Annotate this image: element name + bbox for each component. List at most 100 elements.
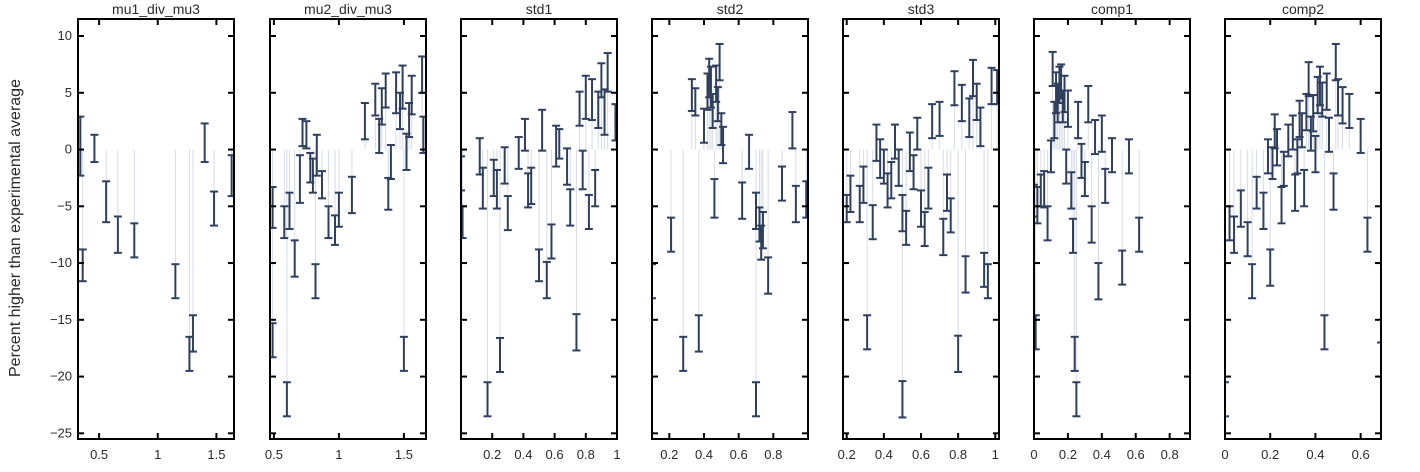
error-bar <box>928 103 937 140</box>
error-bar <box>757 224 766 261</box>
error-bar <box>483 381 492 418</box>
error-bar <box>503 195 512 232</box>
error-bar <box>946 197 955 234</box>
error-bar <box>398 64 407 110</box>
error-bar <box>588 78 597 122</box>
error-bar <box>1225 381 1229 418</box>
x-tick-label: 1.5 <box>395 447 413 462</box>
y-tick-label: 5 <box>65 85 72 100</box>
error-bar <box>1259 191 1268 230</box>
x-tick-label: 0.2 <box>1261 447 1279 462</box>
error-bar <box>552 124 561 168</box>
error-bar <box>1070 335 1079 372</box>
error-bar <box>591 168 600 208</box>
error-bar <box>691 87 700 117</box>
error-bar <box>863 314 872 351</box>
plot-area <box>270 55 426 418</box>
error-bar <box>1309 94 1318 133</box>
error-bar <box>1046 139 1055 174</box>
error-bar <box>1034 314 1040 351</box>
error-bar <box>954 334 963 374</box>
plot-area <box>1225 42 1381 418</box>
error-bar <box>418 55 426 94</box>
error-bar <box>1329 172 1338 211</box>
error-bar <box>514 136 523 170</box>
panel-frame <box>460 18 618 440</box>
error-bar <box>843 193 851 224</box>
error-bar <box>1291 173 1300 212</box>
x-tick-label: 0.4 <box>875 447 893 462</box>
error-bar <box>700 107 708 144</box>
y-tick-label: 0 <box>65 142 72 157</box>
x-tick-label: 0.4 <box>1306 447 1324 462</box>
error-bar <box>500 146 509 185</box>
panel-std3: 0.2 0.4 0.6 0.8 1 std3 <box>838 1 1000 462</box>
error-bar <box>1277 186 1286 225</box>
error-bar <box>171 263 180 300</box>
error-bar <box>1072 381 1081 418</box>
error-bar <box>547 223 556 260</box>
error-bar <box>102 180 111 224</box>
plot-area <box>1034 50 1144 418</box>
error-bar <box>311 263 320 300</box>
error-bar <box>302 120 311 150</box>
error-bar <box>290 239 299 278</box>
error-bar <box>496 336 504 374</box>
error-bar <box>535 248 543 283</box>
error-bar <box>939 217 948 257</box>
error-bar <box>1101 167 1110 204</box>
error-bar <box>1266 248 1275 287</box>
error-bar <box>386 144 395 181</box>
error-bar <box>1263 138 1272 175</box>
error-bar <box>381 72 390 109</box>
error-bar <box>575 90 584 127</box>
error-bar <box>1363 216 1372 253</box>
error-bar <box>1320 314 1329 351</box>
panel-comp1: 0 0.2 0.4 0.6 0.8 comp1 <box>1030 1 1191 462</box>
error-bar <box>987 66 996 106</box>
error-bar <box>210 190 219 227</box>
error-bar <box>898 380 907 419</box>
error-bar <box>758 210 767 250</box>
error-bar <box>542 260 551 300</box>
error-bar <box>407 74 416 116</box>
error-bar <box>920 210 929 248</box>
error-bar <box>200 122 209 164</box>
y-tick-label: −10 <box>50 255 72 270</box>
x-tick-label: 0.2 <box>483 447 501 462</box>
error-bar <box>859 165 868 204</box>
error-bar <box>1135 216 1144 253</box>
error-bar <box>1084 84 1093 124</box>
error-bar <box>270 186 277 229</box>
error-bar <box>715 42 724 82</box>
error-bar <box>227 154 234 198</box>
error-bar <box>1063 89 1072 128</box>
error-bar <box>972 82 981 122</box>
panel-frame <box>1224 18 1382 440</box>
x-tick-label: 1 <box>154 447 161 462</box>
error-bar <box>879 148 888 185</box>
error-bar <box>1236 189 1245 228</box>
error-bar <box>584 193 593 230</box>
x-tick-label: 0.4 <box>695 447 713 462</box>
error-bar <box>347 175 356 215</box>
error-bar <box>924 166 933 210</box>
error-bar <box>527 166 536 206</box>
error-bar <box>705 57 714 99</box>
error-bar <box>581 74 590 120</box>
x-tick-label: 1.5 <box>207 447 225 462</box>
error-bar <box>285 191 294 230</box>
error-bar <box>887 161 896 200</box>
error-bar <box>90 133 99 164</box>
plot-area <box>461 52 617 418</box>
x-tick-label: 0.2 <box>1059 447 1077 462</box>
error-bar <box>961 255 970 294</box>
error-bar <box>980 251 989 288</box>
panel-std1: 0.2 0.4 0.6 0.8 1 std1 <box>460 1 621 462</box>
plot-area <box>652 42 808 418</box>
error-bar <box>957 83 966 123</box>
panel-title: comp1 <box>1091 1 1133 17</box>
x-tick-label: 0.6 <box>912 447 930 462</box>
x-tick-label: 1 <box>335 447 342 462</box>
